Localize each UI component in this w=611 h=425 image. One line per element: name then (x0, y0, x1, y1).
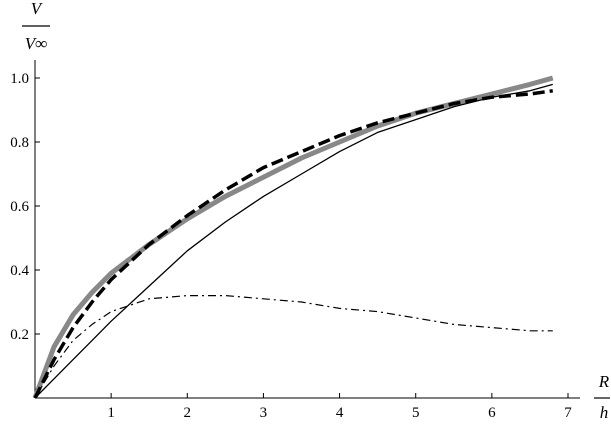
series-line-thick-gray (32, 75, 554, 399)
x-tick: 2 (184, 393, 192, 421)
y-ticks: 0.2 0.4 0.6 0.8 1.0 (10, 71, 40, 343)
y-tick: 0.6 (10, 199, 40, 215)
series-line-thin-dashdot (34, 295, 553, 399)
series-line-thin-solid (34, 83, 553, 399)
y-label-numerator: V (31, 0, 44, 18)
x-tick-label: 1 (107, 405, 115, 421)
y-tick: 0.8 (10, 135, 40, 151)
x-tick: 3 (260, 393, 268, 421)
y-tick: 1.0 (10, 71, 40, 87)
x-tick-label: 7 (564, 405, 572, 421)
x-tick-label: 6 (488, 405, 496, 421)
y-tick-label: 0.6 (10, 199, 29, 215)
x-ticks: 1 2 3 4 5 6 7 (107, 393, 572, 421)
y-label-denominator: V∞ (25, 34, 48, 53)
x-tick: 5 (412, 393, 420, 421)
y-tick-label: 1.0 (10, 71, 29, 87)
x-tick-label: 2 (184, 405, 192, 421)
series-group (32, 75, 554, 399)
y-tick-label: 0.8 (10, 135, 29, 151)
y-tick: 0.4 (10, 263, 40, 279)
x-label-numerator: R (598, 372, 610, 391)
axes (34, 60, 580, 399)
x-tick-label: 5 (412, 405, 420, 421)
series-line-thick-dashed (33, 89, 554, 399)
x-tick: 1 (107, 393, 115, 421)
y-tick-label: 0.4 (10, 263, 29, 279)
x-tick-label: 3 (260, 405, 268, 421)
y-axis-label: V V∞ (22, 0, 50, 53)
x-tick: 4 (336, 393, 344, 421)
x-label-denominator: h (600, 403, 609, 422)
y-tick: 0.2 (10, 327, 40, 343)
x-axis-label: R h (594, 372, 610, 422)
y-tick-label: 0.2 (10, 327, 29, 343)
x-tick: 7 (564, 393, 572, 421)
x-tick: 6 (488, 393, 496, 421)
x-tick-label: 4 (336, 405, 344, 421)
